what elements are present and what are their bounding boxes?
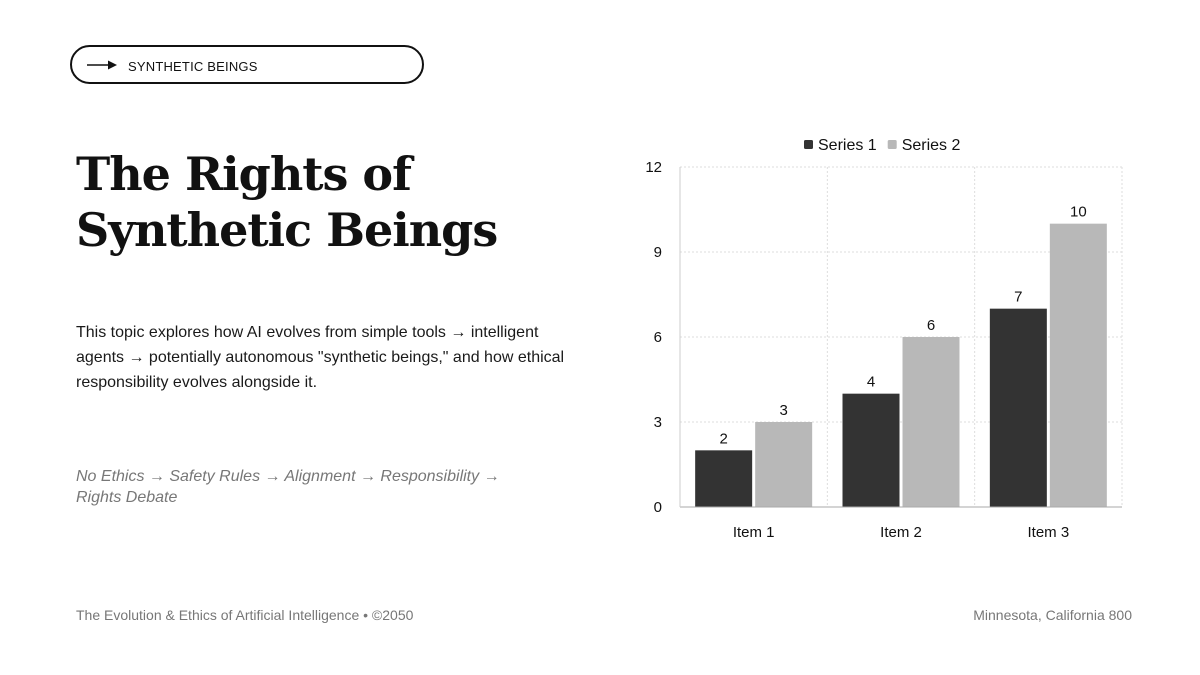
footer-location: Minnesota, California 800: [973, 607, 1132, 623]
topic-description: This topic explores how AI evolves from …: [76, 324, 565, 391]
x-tick-label: Item 2: [880, 524, 922, 541]
bar-chart: 0 3 6 9 12 2 3 Item 1 4 6 Item 2 7 10 Item 3 Series 1 S…: [645, 137, 1123, 541]
data-label: 2: [719, 430, 727, 447]
y-tick-label: 3: [654, 414, 662, 431]
x-tick-label: Item 3: [1027, 524, 1069, 541]
data-label: 6: [927, 317, 935, 334]
footer-credit: The Evolution & Ethics of Artificial Int…: [76, 607, 414, 623]
legend-entry: Series 1: [818, 137, 877, 154]
ethics-progression: No Ethics → Safety Rules → Alignment → R…: [76, 468, 500, 506]
data-label: 10: [1070, 204, 1087, 221]
bar: [842, 393, 900, 507]
x-tick-label: Item 1: [733, 524, 775, 541]
bar: [755, 422, 813, 507]
arrow-right-icon: [87, 60, 117, 70]
data-label: 7: [1014, 289, 1022, 306]
bar: [902, 337, 960, 507]
topic-tag-label: SYNTHETIC BEINGS: [128, 59, 258, 74]
y-tick-label: 0: [654, 499, 662, 516]
data-label: 4: [867, 374, 875, 391]
legend-swatch: [887, 140, 897, 149]
bar: [989, 308, 1047, 507]
topic-tag: SYNTHETIC BEINGS: [70, 45, 424, 84]
legend-swatch: [804, 140, 813, 149]
y-tick-label: 9: [654, 244, 662, 261]
y-tick-label: 6: [654, 329, 662, 346]
bar: [695, 450, 753, 507]
data-label: 3: [779, 402, 787, 419]
page-title: The Rights of Synthetic Beings: [76, 147, 498, 257]
bar: [1049, 223, 1107, 507]
y-tick-label: 12: [645, 159, 662, 176]
legend-entry: Series 2: [902, 137, 961, 154]
